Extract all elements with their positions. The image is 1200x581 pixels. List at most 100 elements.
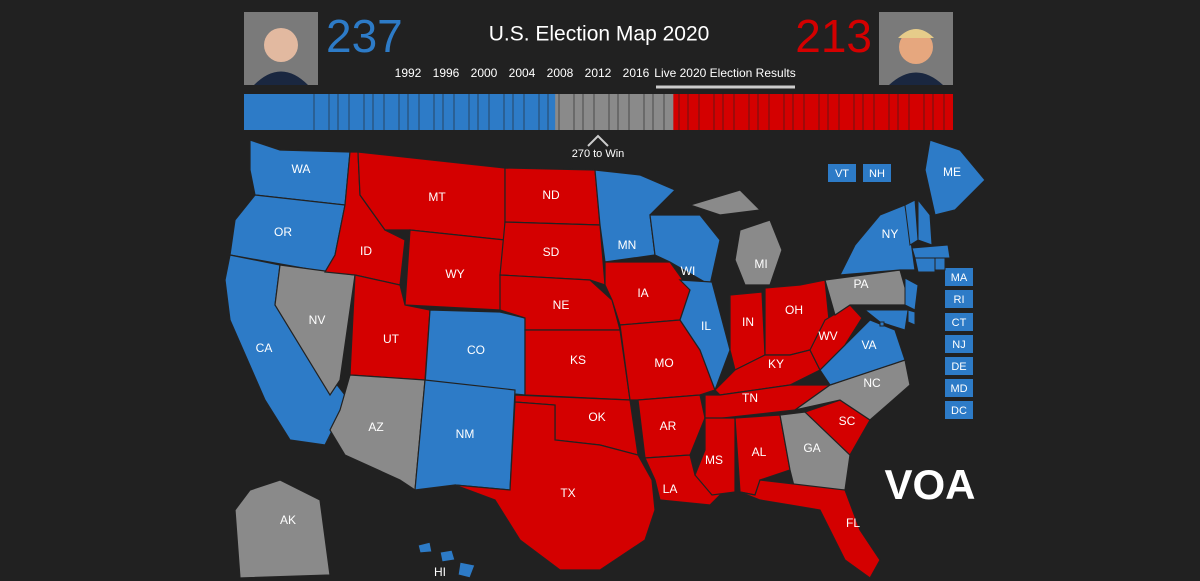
state[interactable] (824, 269, 911, 316)
state[interactable] (904, 277, 919, 311)
state-label: AZ (368, 420, 383, 434)
state[interactable] (688, 189, 762, 216)
state[interactable] (637, 394, 706, 459)
state-label: MT (428, 190, 446, 204)
state-box-label: VT (835, 168, 849, 180)
state-label: WV (818, 329, 837, 343)
state-label: KS (570, 353, 586, 367)
state-box[interactable] (863, 164, 891, 182)
state-box-label: RI (954, 294, 965, 306)
state[interactable] (863, 309, 909, 331)
state-label: ID (360, 244, 372, 258)
title: U.S. Election Map 2020 (489, 23, 710, 46)
state[interactable] (739, 479, 881, 579)
state-box[interactable] (945, 313, 973, 331)
state-label: NY (882, 227, 899, 241)
state-label: IN (742, 315, 754, 329)
state[interactable] (907, 309, 916, 326)
state-box-label: NJ (952, 339, 965, 351)
year-tab[interactable]: 1992 (395, 66, 422, 80)
state[interactable] (417, 541, 433, 554)
state-label: ME (943, 165, 961, 179)
year-tab[interactable]: 2000 (471, 66, 498, 80)
state[interactable] (439, 549, 456, 563)
state-label: MS (705, 453, 723, 467)
state[interactable] (457, 561, 476, 579)
state-box-label: CT (952, 317, 967, 329)
state-label: WA (292, 162, 311, 176)
state-label: WY (445, 267, 464, 281)
state-label: TX (560, 486, 575, 500)
rep-hair (898, 29, 934, 38)
state-label: MO (654, 356, 673, 370)
state-label: MI (754, 257, 767, 271)
state[interactable] (934, 257, 946, 271)
state-label: SD (543, 245, 560, 259)
state-label: NM (456, 427, 475, 441)
state-box-label: NH (869, 168, 885, 180)
state-label: AK (280, 513, 296, 527)
dem-suit (254, 71, 308, 85)
state-label: UT (383, 332, 400, 346)
state-label: NE (553, 298, 570, 312)
year-tab[interactable]: 2012 (585, 66, 612, 80)
state-label: CO (467, 343, 485, 357)
state-box-label: MD (950, 383, 967, 395)
state-label: KY (768, 357, 784, 371)
win-label: 270 to Win (572, 148, 625, 160)
state-box-label: DE (951, 361, 966, 373)
state-label: PA (853, 277, 868, 291)
state[interactable] (917, 198, 933, 246)
rep-face (899, 30, 933, 64)
dem-face (264, 28, 298, 62)
state-box[interactable] (828, 164, 856, 182)
state-label: AR (660, 419, 677, 433)
state[interactable] (911, 244, 951, 259)
dem-votes: 237 (326, 10, 403, 62)
state-box[interactable] (945, 290, 973, 308)
state-label: HI (434, 565, 446, 579)
logo: VOA (884, 461, 975, 508)
year-tab[interactable]: 2004 (509, 66, 536, 80)
state-label: IL (701, 319, 711, 333)
state[interactable] (879, 321, 885, 327)
state-box[interactable] (945, 335, 973, 353)
state-label: NV (309, 313, 326, 327)
state[interactable] (234, 479, 331, 579)
state[interactable] (454, 401, 656, 571)
state[interactable] (924, 139, 986, 216)
state[interactable] (734, 219, 783, 286)
state-label: FL (846, 516, 860, 530)
state[interactable] (914, 257, 936, 273)
state[interactable] (678, 279, 731, 392)
state-label: ND (542, 188, 560, 202)
state-label: LA (663, 482, 678, 496)
dem-bar (244, 94, 556, 130)
live-tab[interactable]: Live 2020 Election Results (654, 66, 795, 80)
state-box[interactable] (945, 357, 973, 375)
state-label: SC (839, 414, 856, 428)
state-box-label: MA (951, 272, 968, 284)
win-marker (587, 134, 609, 147)
state-label: OK (588, 410, 605, 424)
state-box[interactable] (945, 268, 973, 286)
state-label: VA (861, 338, 876, 352)
state-label: AL (752, 445, 767, 459)
state-box-label: DC (951, 405, 967, 417)
year-tab[interactable]: 2008 (547, 66, 574, 80)
year-tab[interactable]: 1996 (433, 66, 460, 80)
rep-suit (889, 72, 943, 85)
state[interactable] (499, 221, 606, 286)
state-box[interactable] (945, 401, 973, 419)
state-box[interactable] (945, 379, 973, 397)
year-tab[interactable]: 2016 (623, 66, 650, 80)
state-label: IA (637, 286, 648, 300)
state[interactable] (644, 454, 727, 506)
state-label: WI (681, 264, 696, 278)
state-label: MN (618, 238, 637, 252)
state-label: CA (256, 341, 273, 355)
state[interactable] (809, 304, 863, 372)
state-label: NC (863, 376, 881, 390)
rep-votes: 213 (795, 10, 872, 62)
